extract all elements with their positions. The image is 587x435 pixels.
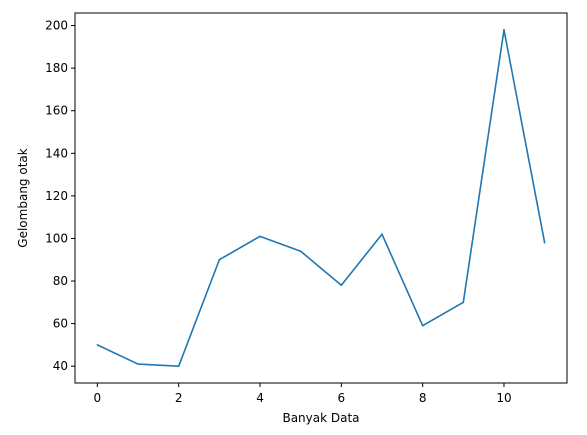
y-tick-label: 160 bbox=[45, 104, 68, 118]
y-tick-label: 200 bbox=[45, 19, 68, 33]
series-layer bbox=[96, 29, 546, 367]
data-point bbox=[462, 301, 465, 304]
y-axis-ticks: 40 60 80 100 120 140 160 180 200 bbox=[45, 19, 75, 373]
data-point bbox=[543, 241, 546, 244]
data-point bbox=[421, 324, 424, 327]
data-point bbox=[177, 365, 180, 367]
data-point bbox=[340, 284, 343, 287]
x-axis-ticks: 0 2 4 6 8 10 bbox=[94, 383, 512, 405]
y-tick-label: 80 bbox=[53, 274, 68, 288]
data-point bbox=[299, 250, 302, 253]
data-point bbox=[503, 29, 505, 31]
x-tick-label: 4 bbox=[256, 391, 264, 405]
y-tick-label: 100 bbox=[45, 231, 68, 245]
series-line bbox=[97, 29, 546, 367]
y-tick-label: 40 bbox=[53, 359, 68, 373]
y-tick-label: 60 bbox=[53, 317, 68, 331]
y-tick-label: 140 bbox=[45, 146, 68, 160]
data-point bbox=[381, 233, 383, 235]
data-point bbox=[218, 258, 221, 261]
data-point bbox=[96, 344, 99, 346]
x-tick-label: 6 bbox=[338, 391, 346, 405]
y-tick-label: 120 bbox=[45, 189, 68, 203]
x-axis-label: Banyak Data bbox=[282, 411, 359, 425]
x-tick-label: 10 bbox=[496, 391, 511, 405]
plot-frame bbox=[74, 12, 568, 384]
data-point bbox=[137, 363, 139, 365]
x-tick-label: 8 bbox=[419, 391, 427, 405]
y-axis-label: Gelombang otak bbox=[16, 148, 30, 247]
x-tick-label: 2 bbox=[175, 391, 183, 405]
data-point bbox=[259, 235, 261, 238]
y-tick-label: 180 bbox=[45, 61, 68, 75]
x-tick-label: 0 bbox=[94, 391, 102, 405]
